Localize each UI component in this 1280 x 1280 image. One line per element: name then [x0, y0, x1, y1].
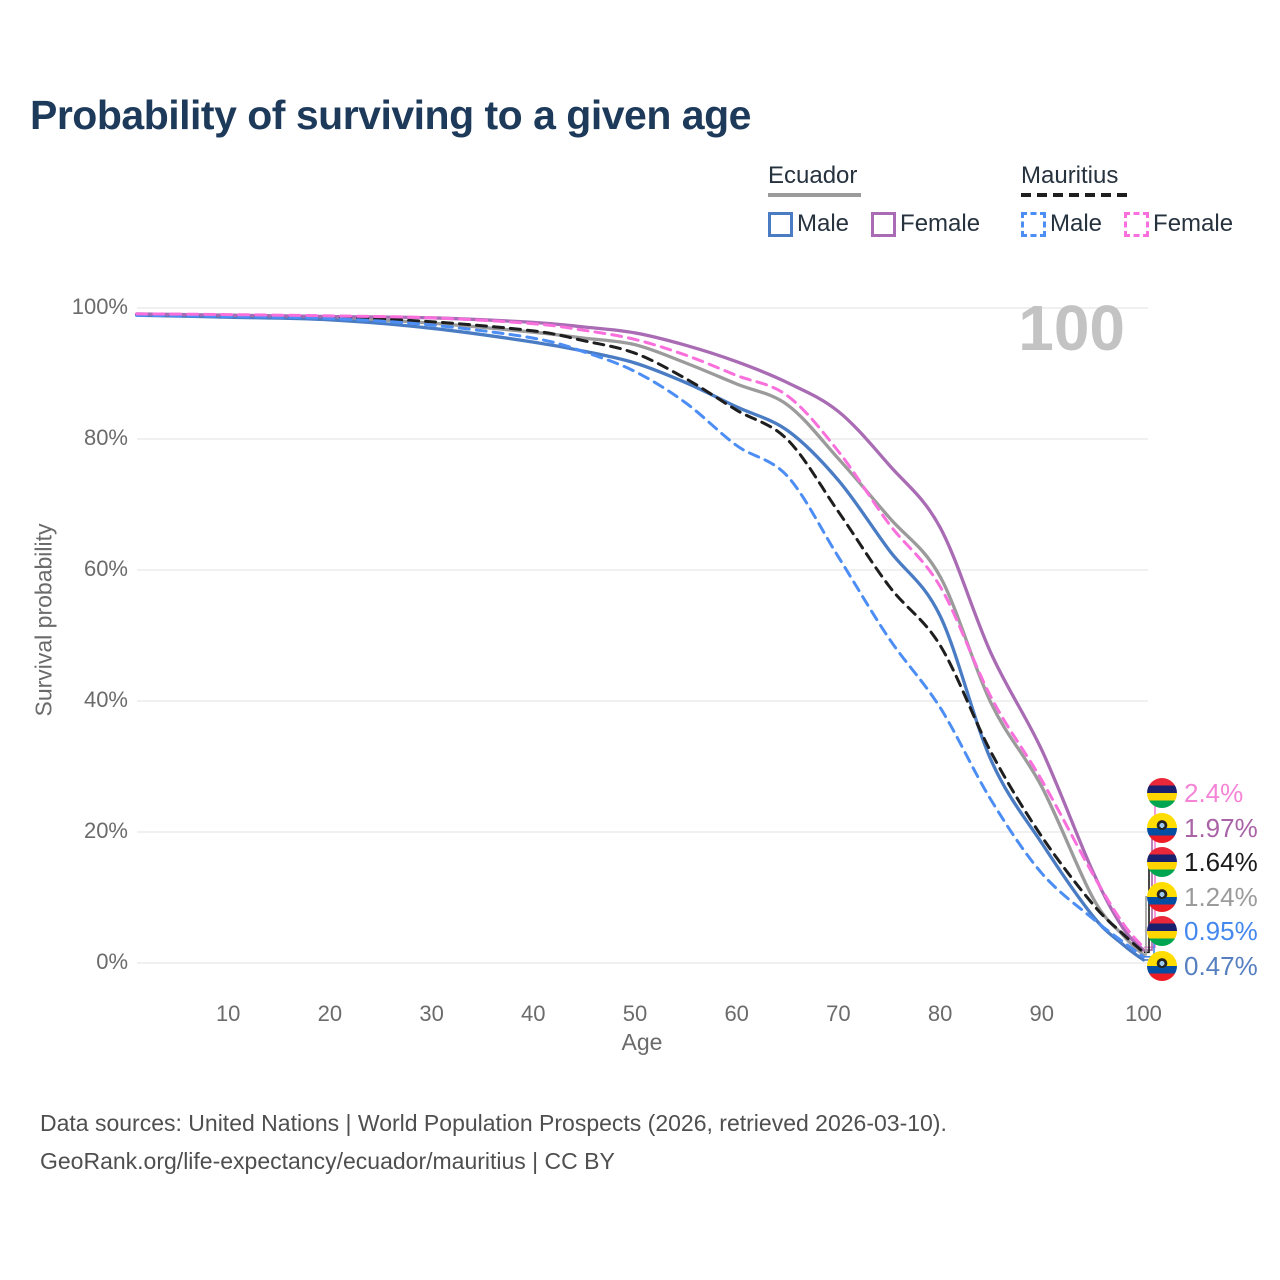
end-label-row-mauritius-male: 0.95% [1147, 916, 1258, 947]
y-tick-60: 60% [83, 556, 128, 581]
x-tick-70: 70 [826, 1001, 851, 1026]
x-tick-80: 80 [927, 1001, 953, 1026]
legend-item-mauritius-female[interactable]: Female [1124, 210, 1233, 238]
legend-label-ecuador-male: Male [797, 210, 850, 238]
legend-label-mauritius-female: Female [1153, 210, 1234, 238]
legend-swatch-mauritius-female [1124, 211, 1150, 237]
ecuador-flag-icon [1147, 951, 1177, 981]
x-tick-90: 90 [1029, 1001, 1055, 1026]
end-label-row-ecuador-total: 1.24% [1147, 881, 1258, 912]
legend-title-ecuador: Ecuador [768, 162, 858, 189]
mauritius-flag-icon [1147, 847, 1177, 878]
page-title: Probability of surviving to a given age [30, 92, 751, 138]
end-label-row-mauritius-total: 1.64% [1147, 847, 1258, 878]
ecuador-flag-icon [1147, 812, 1177, 843]
y-tick-40: 40% [83, 687, 128, 712]
end-label-row-mauritius-female: 2.4% [1147, 778, 1243, 808]
ecuador-flag-icon [1147, 881, 1177, 912]
curve-ecuador-male[interactable] [135, 313, 1146, 962]
end-label-value: 1.64% [1184, 847, 1258, 878]
end-label-value: 1.97% [1184, 812, 1258, 843]
x-tick-20: 20 [317, 1001, 343, 1026]
legend-label-ecuador-female: Female [900, 210, 981, 238]
legend-line-sample-ecuador [768, 193, 861, 198]
end-label-value: 0.95% [1184, 916, 1258, 947]
legend-line-sample-mauritius [1021, 193, 1133, 198]
legend-label-mauritius-male: Male [1050, 210, 1103, 238]
end-label-row-ecuador-male: 0.47% [1147, 951, 1258, 981]
legend-swatch-ecuador-male [768, 211, 793, 237]
legend-item-mauritius-male[interactable]: Male [1021, 210, 1102, 238]
legend-item-ecuador-male[interactable]: Male [768, 210, 849, 238]
x-tick-40: 40 [521, 1001, 546, 1026]
curve-ecuador-total[interactable] [135, 312, 1146, 957]
legend-item-ecuador-female[interactable]: Female [871, 210, 980, 238]
y-tick-0: 0% [96, 949, 128, 974]
legend-group-mauritius: Mauritius Male Female [1021, 162, 1233, 238]
end-label-value: 1.24% [1184, 881, 1258, 912]
y-tick-20: 20% [83, 818, 128, 843]
end-label-value: 2.4% [1184, 778, 1244, 808]
footer-sources: Data sources: United Nations | World Pop… [40, 1110, 947, 1136]
legend-swatch-ecuador-female [871, 211, 897, 237]
x-tick-50: 50 [622, 1001, 648, 1026]
legend-row-ecuador: Male Female [768, 210, 980, 238]
mauritius-flag-icon [1147, 916, 1177, 947]
x-tick-60: 60 [724, 1001, 749, 1026]
x-tick-10: 10 [215, 1001, 241, 1026]
end-label-value: 0.47% [1184, 951, 1258, 981]
curve-ecuador-female[interactable] [135, 312, 1146, 952]
legend-title-mauritius: Mauritius [1021, 162, 1119, 189]
curve-mauritius-male[interactable] [135, 313, 1145, 959]
curve-mauritius-total[interactable] [135, 313, 1145, 954]
legend-swatch-mauritius-male [1021, 211, 1046, 237]
x-axis-title: Age [621, 1029, 663, 1055]
age-counter-watermark: 100 [1018, 292, 1125, 364]
y-tick-100: 100% [71, 294, 128, 319]
footer-url: GeoRank.org/life-expectancy/ecuador/maur… [40, 1148, 615, 1174]
mauritius-flag-icon [1147, 778, 1177, 808]
end-label-row-ecuador-female: 1.97% [1147, 812, 1258, 843]
legend-row-mauritius: Male Female [1021, 210, 1233, 238]
legend-group-ecuador: Ecuador Male Female [768, 162, 980, 238]
x-tick-30: 30 [419, 1001, 444, 1026]
x-tick-100: 100 [1125, 1001, 1162, 1026]
curve-mauritius-female[interactable] [135, 312, 1145, 949]
y-tick-80: 80% [83, 425, 128, 450]
